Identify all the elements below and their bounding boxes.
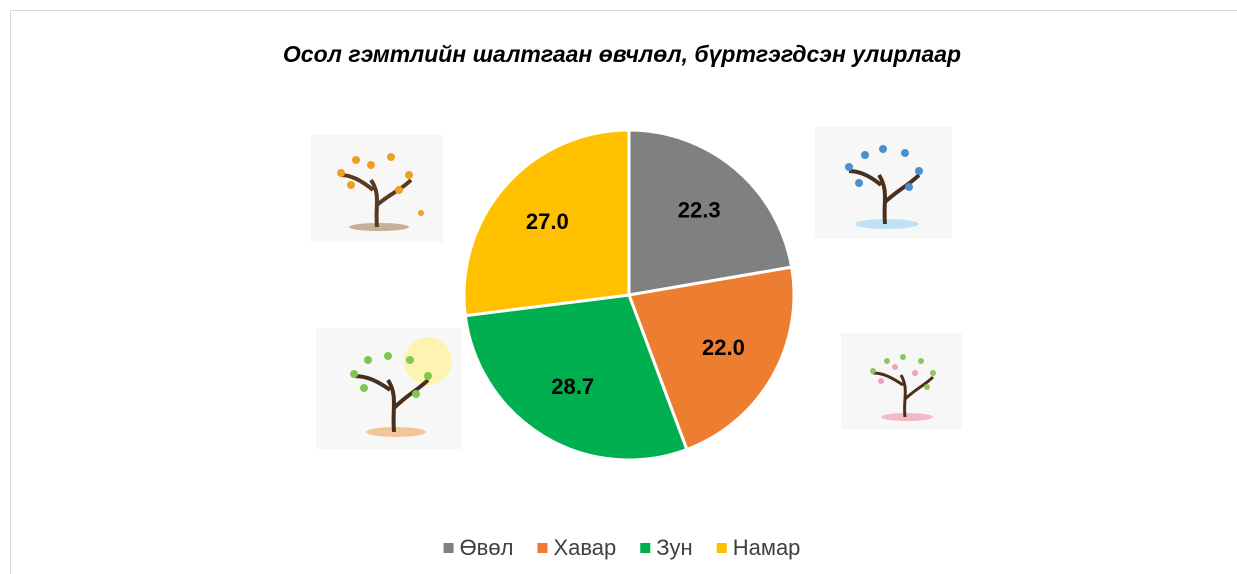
data-label: 22.3 xyxy=(678,198,721,223)
data-label: 28.7 xyxy=(551,374,594,399)
legend-label: Намар xyxy=(733,535,801,560)
data-label: 27.0 xyxy=(526,209,569,234)
autumn-tree xyxy=(311,135,443,242)
data-label: 22.0 xyxy=(702,335,745,360)
legend-label: Зун xyxy=(656,535,692,560)
legend-swatch xyxy=(640,543,650,553)
page: Осол гэмтлийн шалтгаан өвчлөл, бүртгэгдс… xyxy=(0,0,1237,574)
spring-tree xyxy=(841,333,962,429)
legend-swatch xyxy=(444,543,454,553)
winter-tree xyxy=(815,127,952,239)
summer-tree xyxy=(316,328,462,449)
chart-title: Осол гэмтлийн шалтгаан өвчлөл, бүртгэгдс… xyxy=(283,41,961,67)
legend-label: Хавар xyxy=(553,535,616,560)
legend-label: Өвөл xyxy=(460,535,514,560)
legend-swatch xyxy=(717,543,727,553)
chart: Осол гэмтлийн шалтгаан өвчлөл, бүртгэгдс… xyxy=(0,0,1237,574)
legend-swatch xyxy=(537,543,547,553)
